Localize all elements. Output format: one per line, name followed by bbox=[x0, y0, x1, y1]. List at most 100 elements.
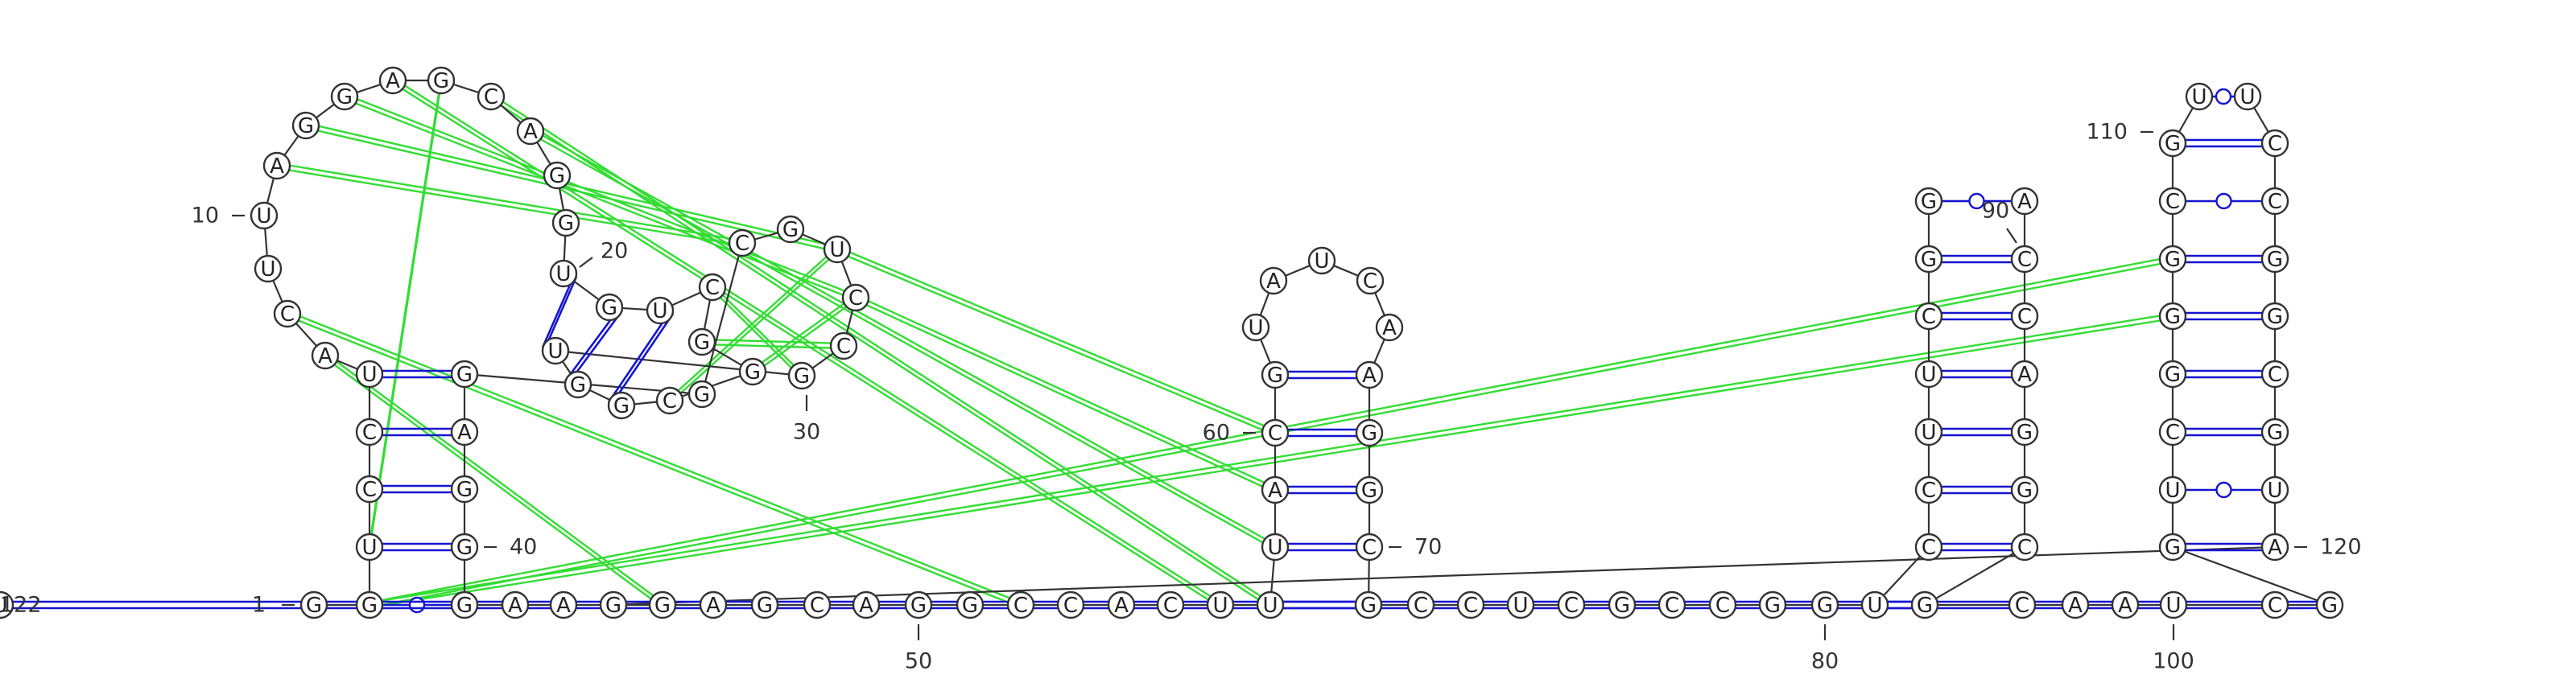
nucleotide: G bbox=[1354, 590, 1383, 619]
nucleotide: C bbox=[1456, 590, 1485, 619]
nucleotide: U bbox=[2233, 82, 2262, 111]
svg-text:C: C bbox=[1922, 479, 1936, 503]
svg-text:G: G bbox=[694, 331, 710, 355]
svg-text:G: G bbox=[2165, 248, 2181, 272]
nucleotide: G bbox=[450, 475, 479, 504]
nucleotide: U bbox=[1914, 360, 1943, 389]
svg-text:U: U bbox=[547, 339, 563, 364]
svg-text:U: U bbox=[1513, 594, 1528, 618]
pseudoknot-interaction bbox=[392, 76, 1221, 609]
nucleotide: C bbox=[355, 475, 384, 504]
svg-text:C: C bbox=[705, 276, 720, 300]
nucleotide: G bbox=[1261, 360, 1290, 389]
svg-text:80: 80 bbox=[1811, 649, 1839, 674]
svg-text:G: G bbox=[2267, 305, 2283, 329]
svg-text:G: G bbox=[757, 594, 773, 618]
svg-text:C: C bbox=[1268, 422, 1282, 446]
nucleotide: C bbox=[2010, 533, 2039, 562]
svg-text:10: 10 bbox=[192, 204, 219, 228]
svg-text:U: U bbox=[555, 262, 571, 286]
nucleotide: C bbox=[1356, 266, 1385, 295]
svg-text:G: G bbox=[558, 212, 574, 236]
base-pair bbox=[382, 484, 452, 494]
pseudoknot-interaction bbox=[287, 310, 1022, 609]
nucleotide: C bbox=[1914, 475, 1943, 504]
svg-text:A: A bbox=[2017, 363, 2032, 387]
base-pair bbox=[1942, 192, 2012, 210]
position-label: 70 bbox=[1389, 535, 1442, 560]
svg-text:G: G bbox=[910, 594, 927, 618]
nucleotide: C bbox=[1657, 590, 1686, 619]
nucleotide: C bbox=[2158, 418, 2187, 446]
nucleotide: C bbox=[1557, 590, 1586, 619]
nucleotide: U bbox=[549, 259, 578, 288]
pseudoknot-interaction bbox=[324, 352, 663, 608]
svg-text:G: G bbox=[570, 373, 586, 397]
nucleotide: U bbox=[1860, 590, 1889, 619]
nucleotide: U bbox=[1256, 590, 1285, 619]
nucleotide: G bbox=[1810, 590, 1839, 619]
nucleotide: A bbox=[450, 418, 479, 446]
svg-text:A: A bbox=[2268, 536, 2282, 560]
svg-text:A: A bbox=[523, 120, 538, 144]
nucleotide: G bbox=[1758, 590, 1787, 619]
svg-text:A: A bbox=[386, 69, 400, 93]
nucleotide: U bbox=[1506, 590, 1535, 619]
nucleotide: C bbox=[2010, 245, 2039, 274]
svg-text:G: G bbox=[794, 364, 810, 389]
nucleotide: G bbox=[599, 590, 628, 619]
nucleotide: A bbox=[378, 66, 407, 95]
base-pair bbox=[1942, 542, 2012, 552]
base-pair bbox=[2186, 369, 2262, 379]
svg-text:C: C bbox=[2015, 594, 2029, 618]
svg-text:U: U bbox=[260, 257, 275, 282]
nucleotide: U bbox=[2159, 590, 2188, 619]
nucleotide: G bbox=[648, 590, 677, 619]
svg-text:G: G bbox=[456, 363, 473, 387]
pseudoknot-interaction bbox=[669, 246, 838, 404]
svg-text:50: 50 bbox=[905, 649, 932, 674]
svg-text:U: U bbox=[829, 238, 844, 262]
base-pair bbox=[1942, 485, 2012, 495]
svg-text:C: C bbox=[1363, 269, 1377, 294]
svg-text:A: A bbox=[1266, 269, 1281, 294]
nucleotide: C bbox=[1156, 590, 1185, 619]
svg-text:C: C bbox=[280, 302, 295, 327]
position-label: 40 bbox=[484, 535, 537, 560]
svg-text:122: 122 bbox=[0, 593, 42, 618]
base-pair-lines-layer bbox=[0, 88, 2343, 614]
nucleotide: A bbox=[699, 590, 728, 619]
nucleotide: C bbox=[698, 273, 727, 302]
svg-text:A: A bbox=[508, 594, 522, 618]
svg-text:A: A bbox=[318, 344, 332, 368]
nucleotide: G bbox=[551, 208, 580, 237]
svg-text:U: U bbox=[1867, 594, 1882, 618]
position-label: 120 bbox=[2294, 535, 2362, 560]
svg-text:G: G bbox=[2017, 421, 2033, 445]
svg-text:G: G bbox=[1361, 479, 1377, 503]
nucleotide: C bbox=[273, 299, 302, 328]
nucleotide: A bbox=[1259, 266, 1288, 295]
svg-text:30: 30 bbox=[793, 420, 820, 445]
svg-text:C: C bbox=[484, 85, 498, 109]
base-pair bbox=[1288, 542, 1356, 552]
base-pair bbox=[382, 369, 452, 379]
svg-text:100: 100 bbox=[2153, 649, 2194, 674]
base-pair bbox=[1942, 311, 2012, 321]
nucleotide: U bbox=[2260, 475, 2289, 504]
svg-text:G: G bbox=[2267, 421, 2283, 445]
svg-text:U: U bbox=[1212, 594, 1228, 618]
nucleotide: G bbox=[330, 82, 359, 111]
nucleotide: A bbox=[549, 590, 578, 619]
base-pair bbox=[1288, 485, 1356, 495]
svg-text:G: G bbox=[605, 594, 621, 618]
nucleotide: G bbox=[450, 590, 479, 619]
svg-text:G: G bbox=[336, 85, 353, 109]
nucleotide: G bbox=[2010, 418, 2039, 446]
nucleotide: G bbox=[1914, 187, 1943, 216]
nucleotide: C bbox=[1914, 533, 1943, 562]
svg-text:G: G bbox=[694, 383, 710, 407]
svg-text:A: A bbox=[556, 594, 571, 618]
nucleotide: G bbox=[450, 533, 479, 562]
